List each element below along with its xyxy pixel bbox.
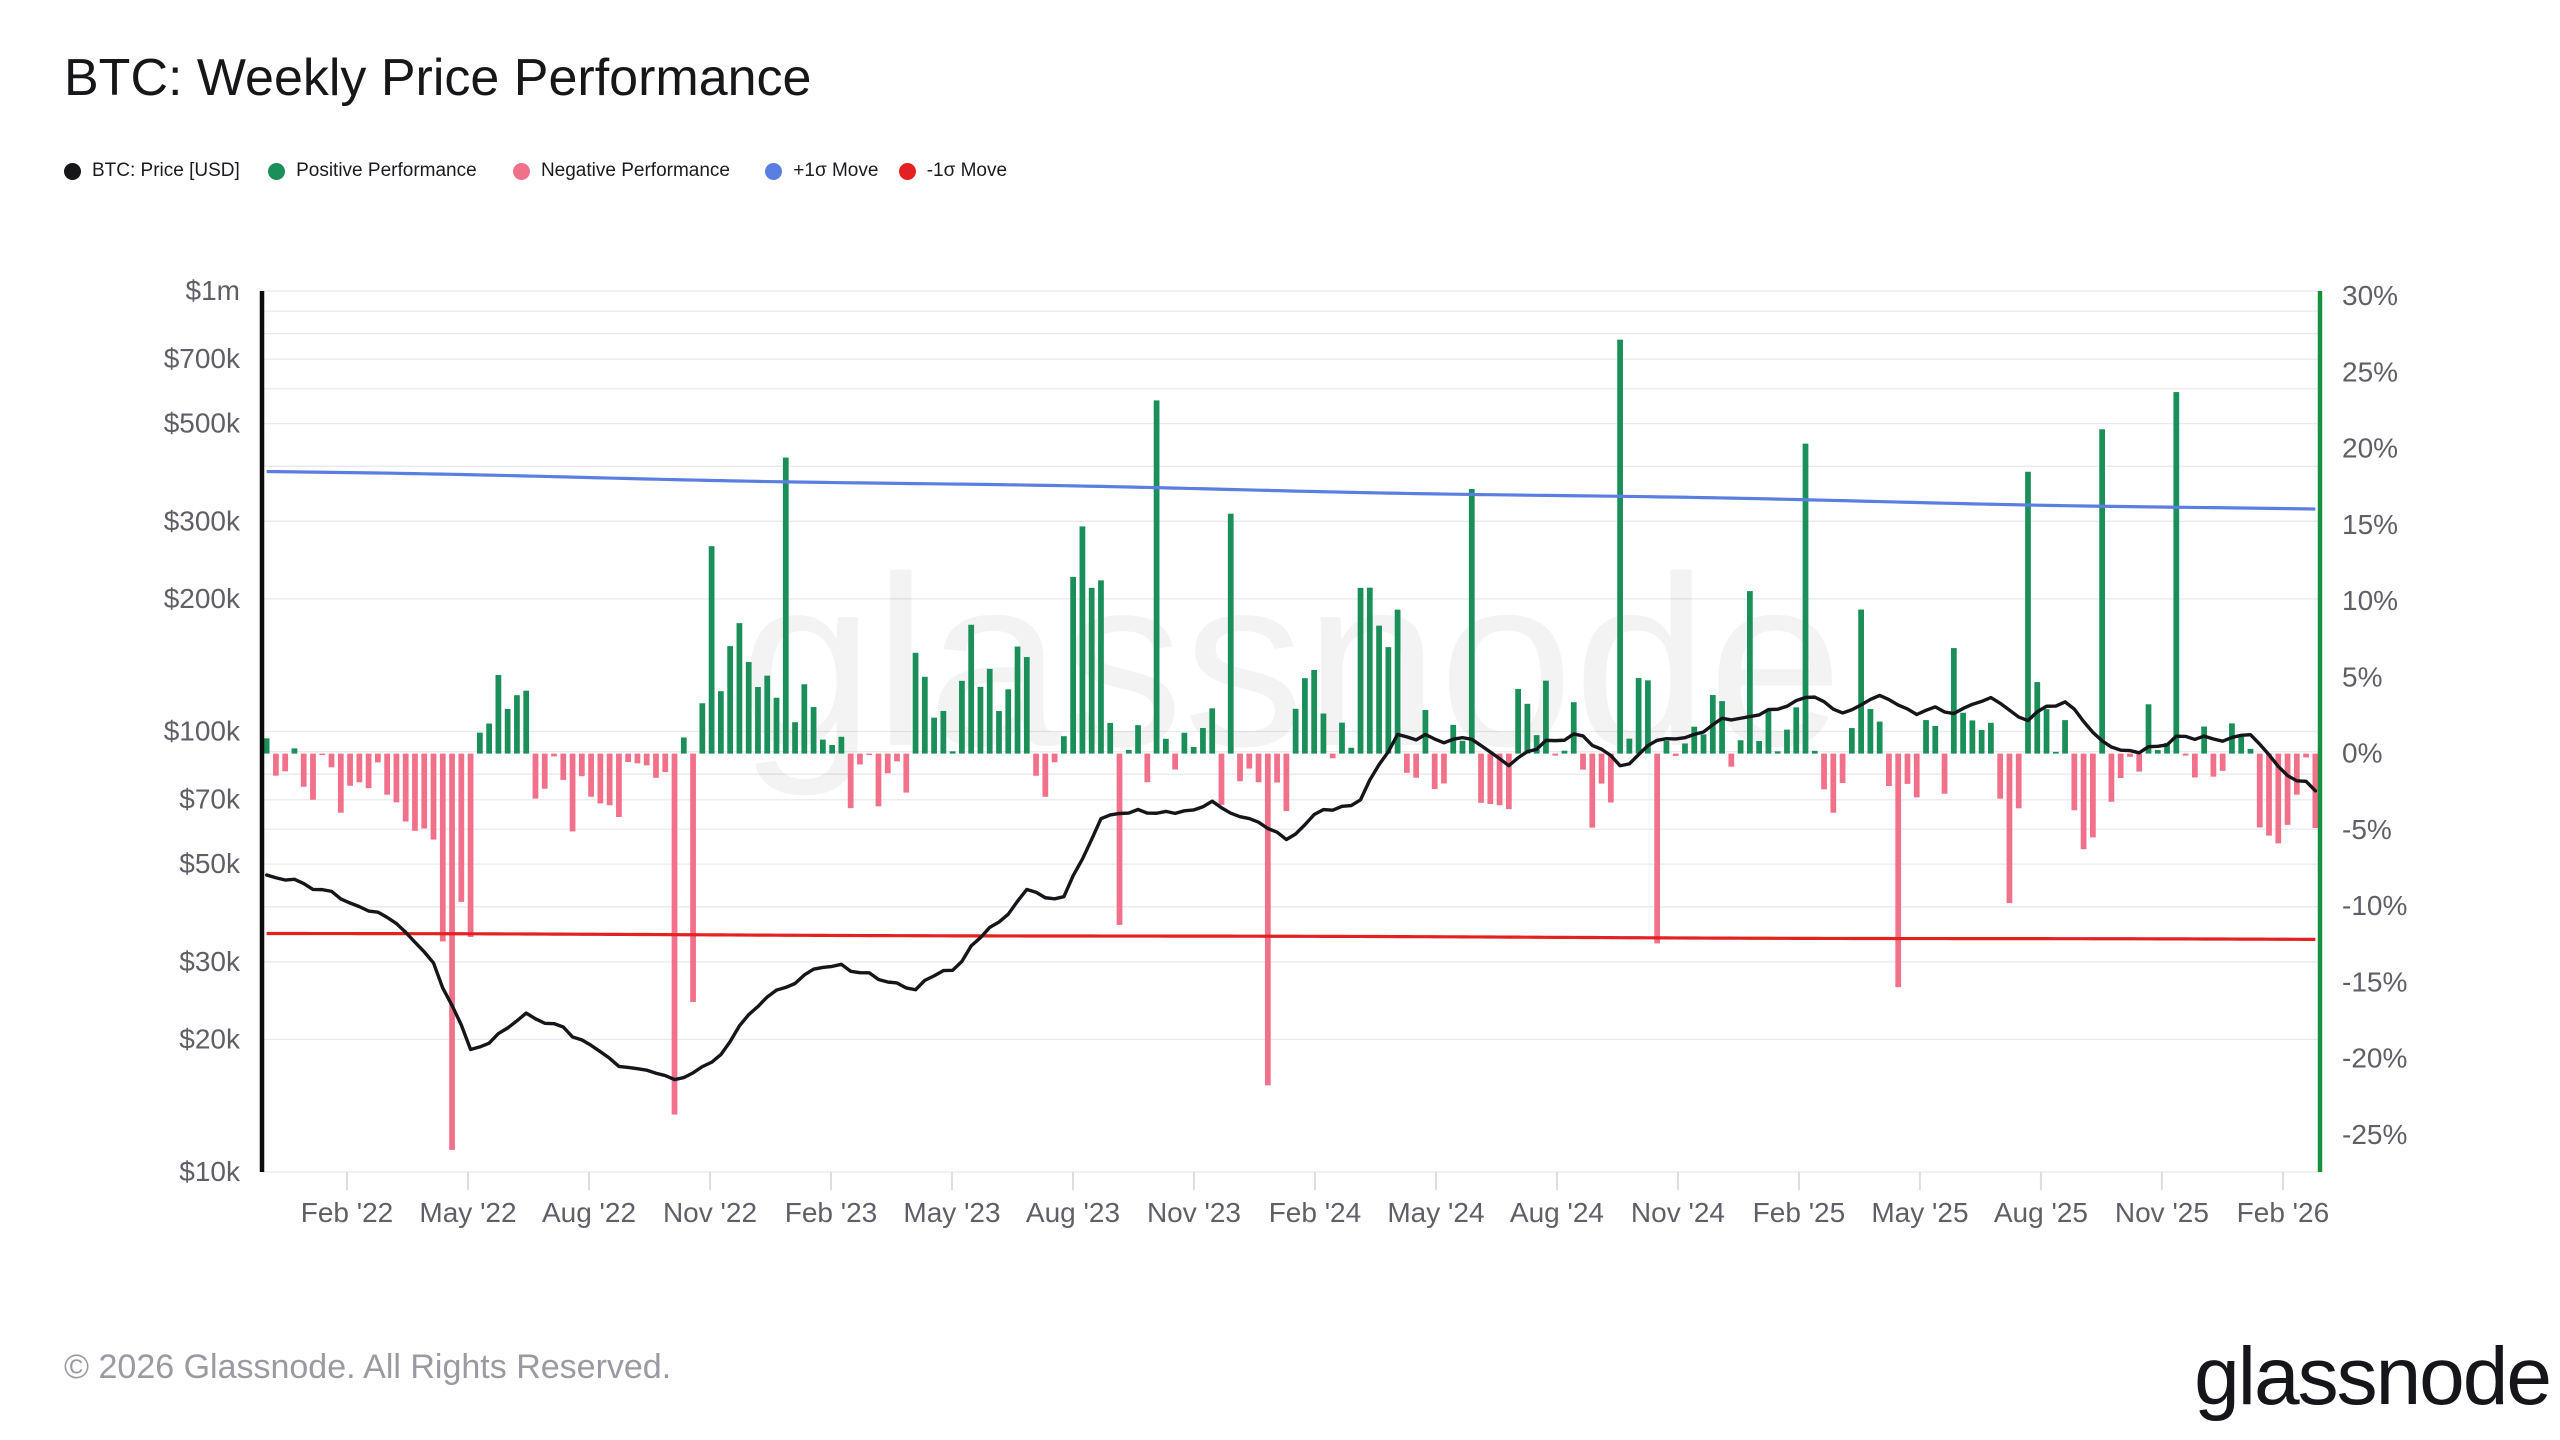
svg-text:-20%: -20% <box>2342 1043 2407 1074</box>
svg-text:Feb '22: Feb '22 <box>301 1197 394 1228</box>
svg-text:20%: 20% <box>2342 433 2398 464</box>
svg-text:30%: 30% <box>2342 280 2398 311</box>
svg-text:May '25: May '25 <box>1871 1197 1968 1228</box>
svg-text:$500k: $500k <box>164 408 241 439</box>
svg-text:Nov '22: Nov '22 <box>663 1197 757 1228</box>
svg-text:$30k: $30k <box>179 946 241 977</box>
svg-text:5%: 5% <box>2342 661 2382 692</box>
svg-text:Feb '23: Feb '23 <box>785 1197 878 1228</box>
svg-text:$10k: $10k <box>179 1156 241 1187</box>
svg-text:Aug '25: Aug '25 <box>1994 1197 2088 1228</box>
svg-text:Aug '23: Aug '23 <box>1026 1197 1120 1228</box>
svg-text:15%: 15% <box>2342 509 2398 540</box>
svg-text:May '22: May '22 <box>419 1197 516 1228</box>
svg-text:$1m: $1m <box>186 275 240 306</box>
svg-text:-5%: -5% <box>2342 814 2392 845</box>
svg-text:May '23: May '23 <box>903 1197 1000 1228</box>
svg-text:25%: 25% <box>2342 356 2398 387</box>
svg-text:$50k: $50k <box>179 848 241 879</box>
svg-text:Aug '22: Aug '22 <box>542 1197 636 1228</box>
svg-text:0%: 0% <box>2342 738 2382 769</box>
svg-text:Feb '24: Feb '24 <box>1269 1197 1362 1228</box>
svg-text:$20k: $20k <box>179 1023 241 1054</box>
svg-text:Feb '26: Feb '26 <box>2237 1197 2330 1228</box>
svg-text:Nov '24: Nov '24 <box>1631 1197 1725 1228</box>
svg-text:$700k: $700k <box>164 343 241 374</box>
svg-text:$70k: $70k <box>179 784 241 815</box>
svg-text:May '24: May '24 <box>1387 1197 1484 1228</box>
svg-text:-10%: -10% <box>2342 890 2407 921</box>
svg-text:Nov '23: Nov '23 <box>1147 1197 1241 1228</box>
svg-text:-15%: -15% <box>2342 966 2407 997</box>
svg-text:Nov '25: Nov '25 <box>2115 1197 2209 1228</box>
svg-text:-25%: -25% <box>2342 1119 2407 1150</box>
svg-text:Aug '24: Aug '24 <box>1510 1197 1604 1228</box>
svg-text:10%: 10% <box>2342 585 2398 616</box>
svg-text:$100k: $100k <box>164 716 241 747</box>
svg-text:Feb '25: Feb '25 <box>1753 1197 1846 1228</box>
svg-text:$300k: $300k <box>164 505 241 536</box>
svg-text:$200k: $200k <box>164 583 241 614</box>
